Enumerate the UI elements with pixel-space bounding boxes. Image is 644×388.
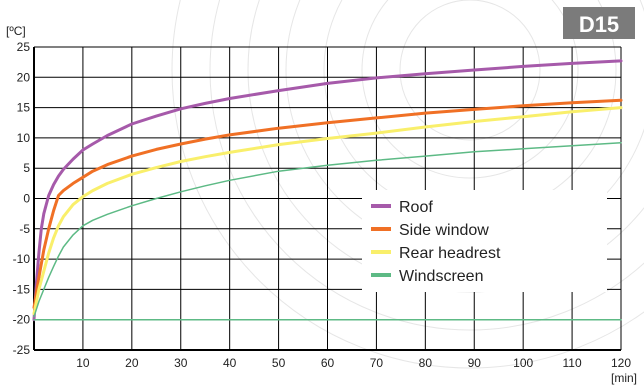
y-tick-label: -10 bbox=[13, 252, 31, 266]
legend-box bbox=[362, 190, 607, 292]
x-tick-label: 40 bbox=[223, 356, 237, 370]
x-tick-label: 120 bbox=[611, 356, 631, 370]
badge: D15 bbox=[563, 7, 635, 39]
background-watermark bbox=[171, 0, 644, 369]
x-tick-label: 80 bbox=[419, 356, 433, 370]
legend-label: Side window bbox=[399, 222, 489, 239]
series-line bbox=[32, 98, 623, 310]
x-tick-label: 100 bbox=[513, 356, 533, 370]
watermark-arc bbox=[209, 0, 644, 331]
series-line bbox=[32, 59, 623, 322]
y-tick-label: 20 bbox=[17, 70, 31, 84]
x-tick-label: 70 bbox=[370, 356, 384, 370]
watermark-arc bbox=[399, 0, 541, 141]
y-tick-labels: 25 20 15 10 5 0 -5 -10 -15 -20 -25 bbox=[13, 40, 31, 357]
legend: Roof Side window Rear headrest Windscreen bbox=[362, 190, 607, 292]
legend-label: Rear headrest bbox=[399, 245, 501, 262]
x-tick-label: 110 bbox=[563, 356, 582, 370]
x-tick-label: 20 bbox=[125, 356, 139, 370]
watermark-arc bbox=[171, 0, 644, 369]
series-lines bbox=[32, 59, 623, 322]
x-tick-label: 10 bbox=[76, 356, 90, 370]
y-tick-label: 10 bbox=[17, 131, 31, 145]
series-line bbox=[33, 141, 622, 318]
x-tick-label: 30 bbox=[174, 356, 188, 370]
y-tick-label: -25 bbox=[13, 343, 31, 357]
y-tick-label: -20 bbox=[13, 313, 31, 327]
watermark-arc bbox=[361, 0, 579, 179]
y-axis-unit-label: [ºC] bbox=[6, 24, 26, 38]
x-tick-labels: 10 20 30 40 50 60 70 80 90 100 110 120 bbox=[76, 356, 631, 370]
y-tick-label: 0 bbox=[23, 192, 30, 206]
legend-label: Windscreen bbox=[399, 268, 483, 285]
y-tick-label: 5 bbox=[23, 161, 30, 175]
x-tick-label: 60 bbox=[321, 356, 335, 370]
series-line bbox=[32, 106, 623, 316]
y-tick-label: -15 bbox=[13, 282, 31, 296]
x-tick-label: 90 bbox=[468, 356, 482, 370]
badge-label: D15 bbox=[579, 12, 619, 37]
y-tick-label: -5 bbox=[19, 222, 30, 236]
badge-background bbox=[563, 7, 635, 39]
y-tick-label: 25 bbox=[17, 40, 31, 54]
x-tick-label: 50 bbox=[272, 356, 286, 370]
x-axis-unit-label: [min] bbox=[611, 371, 637, 385]
y-tick-label: 15 bbox=[17, 101, 31, 115]
legend-label: Roof bbox=[399, 199, 433, 216]
